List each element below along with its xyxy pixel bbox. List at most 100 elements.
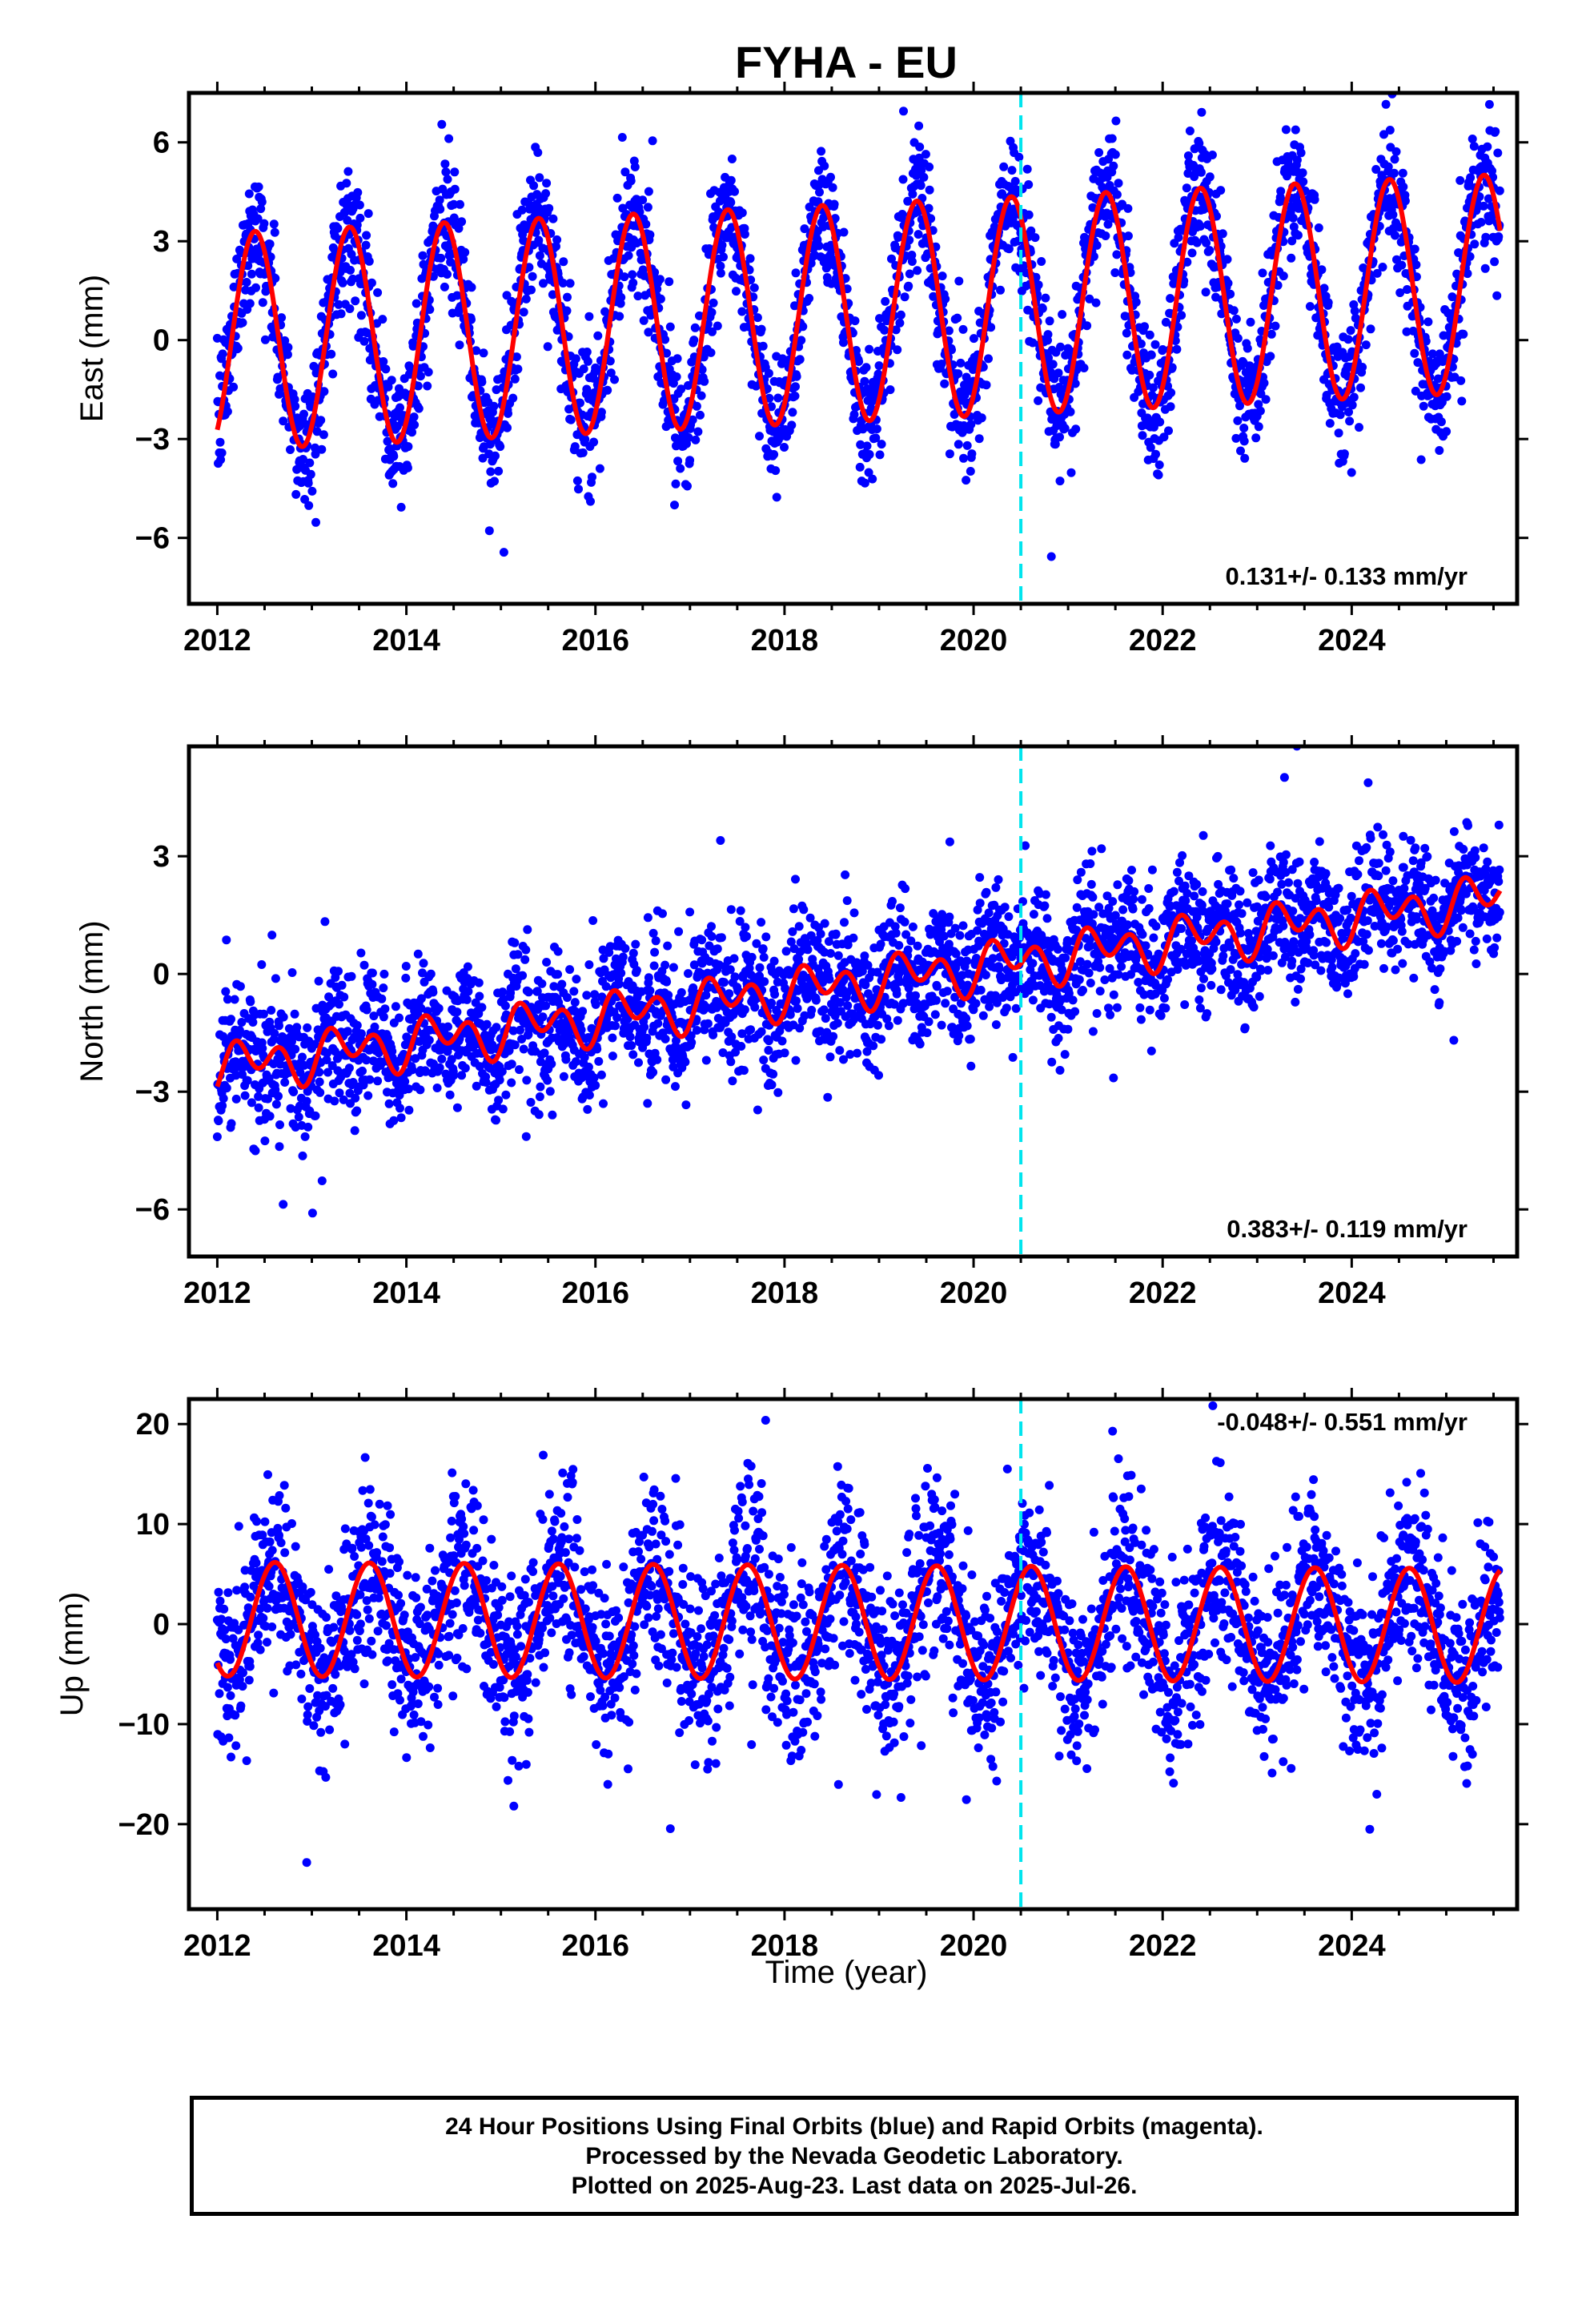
east-y-tick-label: 6: [153, 127, 170, 160]
east-data-point: [1231, 314, 1241, 324]
north-data-point: [307, 1208, 317, 1218]
east-data-point: [1197, 107, 1207, 117]
north-data-point: [631, 939, 640, 949]
east-data-point: [1259, 378, 1269, 388]
east-data-point: [596, 408, 606, 417]
east-data-point: [917, 166, 926, 175]
north-data-point: [311, 1111, 320, 1120]
north-data-point: [270, 1028, 279, 1038]
east-data-point: [1054, 368, 1063, 378]
east-data-point: [580, 435, 590, 444]
north-data-point: [821, 1014, 830, 1023]
east-data-point: [1483, 142, 1492, 151]
north-data-point: [608, 1051, 617, 1061]
north-data-point: [402, 1032, 412, 1042]
east-data-point: [1480, 263, 1490, 273]
north-data-point: [642, 1033, 652, 1043]
east-data-point: [353, 187, 363, 197]
east-data-point: [1110, 150, 1120, 159]
east-data-point: [773, 393, 783, 403]
east-data-point: [1010, 176, 1020, 186]
east-y-axis-label: East (mm): [74, 275, 110, 422]
north-data-point: [895, 903, 905, 913]
east-data-point: [662, 348, 672, 358]
east-data-point: [617, 133, 627, 142]
north-data-point: [781, 947, 791, 956]
north-data-point: [291, 1044, 300, 1054]
north-data-point: [565, 965, 575, 975]
east-data-point: [1177, 311, 1186, 320]
east-data-point: [1123, 203, 1133, 213]
north-data-point: [395, 1013, 404, 1023]
east-data-point: [966, 420, 976, 429]
east-data-point: [610, 375, 619, 384]
east-data-point: [1058, 310, 1067, 320]
north-data-point: [428, 987, 438, 997]
north-data-point: [501, 1090, 511, 1100]
north-data-point: [495, 1076, 504, 1085]
north-data-point: [650, 947, 660, 957]
east-data-point: [527, 285, 536, 295]
east-data-point: [1287, 236, 1297, 246]
east-data-point: [317, 444, 327, 454]
east-data-point: [1166, 388, 1176, 397]
east-data-point: [1159, 432, 1169, 442]
north-data-point: [726, 905, 736, 915]
north-data-point: [840, 918, 849, 927]
north-data-point: [681, 1057, 690, 1067]
north-data-point: [849, 933, 858, 943]
east-data-point: [441, 167, 451, 177]
east-data-point: [969, 334, 978, 344]
east-data-point: [1419, 401, 1428, 411]
east-data-point: [1379, 130, 1388, 139]
north-data-point: [298, 1151, 307, 1160]
east-data-point: [1101, 231, 1110, 240]
east-data-point: [408, 428, 416, 437]
east-data-point: [576, 398, 584, 408]
north-data-point: [235, 982, 245, 991]
north-data-point: [419, 959, 428, 968]
north-data-point: [931, 995, 941, 1005]
east-data-point: [925, 163, 934, 171]
east-data-point: [456, 199, 464, 209]
north-data-point: [294, 1112, 303, 1122]
east-data-point: [479, 348, 488, 358]
east-data-point: [919, 172, 929, 182]
east-data-point: [1388, 210, 1398, 219]
east-data-point: [1468, 135, 1477, 143]
north-data-point: [344, 1063, 354, 1073]
east-data-point: [489, 401, 499, 411]
north-data-point: [275, 1120, 284, 1129]
east-data-point: [1092, 240, 1102, 250]
east-data-point: [1261, 395, 1271, 404]
north-data-point: [793, 1003, 802, 1013]
north-data-point: [396, 1113, 406, 1123]
east-data-point: [1279, 271, 1288, 281]
east-data-point: [1436, 417, 1446, 427]
north-data-point: [648, 928, 658, 938]
east-data-point: [1046, 552, 1056, 561]
east-data-point: [1202, 238, 1211, 247]
east-data-point: [905, 269, 914, 279]
north-data-point: [945, 912, 954, 922]
east-data-point: [492, 385, 501, 395]
north-data-point: [791, 875, 800, 884]
east-data-point: [1207, 151, 1217, 159]
east-data-point: [628, 270, 637, 279]
east-data-point: [1024, 210, 1034, 219]
east-data-point: [528, 271, 537, 281]
east-data-point: [850, 316, 860, 326]
north-data-point: [265, 1112, 275, 1121]
north-data-point: [932, 982, 942, 991]
east-data-point: [1201, 287, 1211, 297]
east-data-point: [673, 354, 682, 364]
east-data-point: [797, 336, 806, 345]
east-data-point: [875, 314, 884, 324]
north-data-point: [614, 979, 624, 989]
north-data-point: [462, 995, 472, 1004]
north-data-point: [703, 1019, 713, 1028]
north-data-point: [421, 1067, 431, 1076]
north-data-point: [643, 913, 652, 923]
east-data-point: [1148, 383, 1158, 392]
east-data-point: [343, 215, 352, 225]
